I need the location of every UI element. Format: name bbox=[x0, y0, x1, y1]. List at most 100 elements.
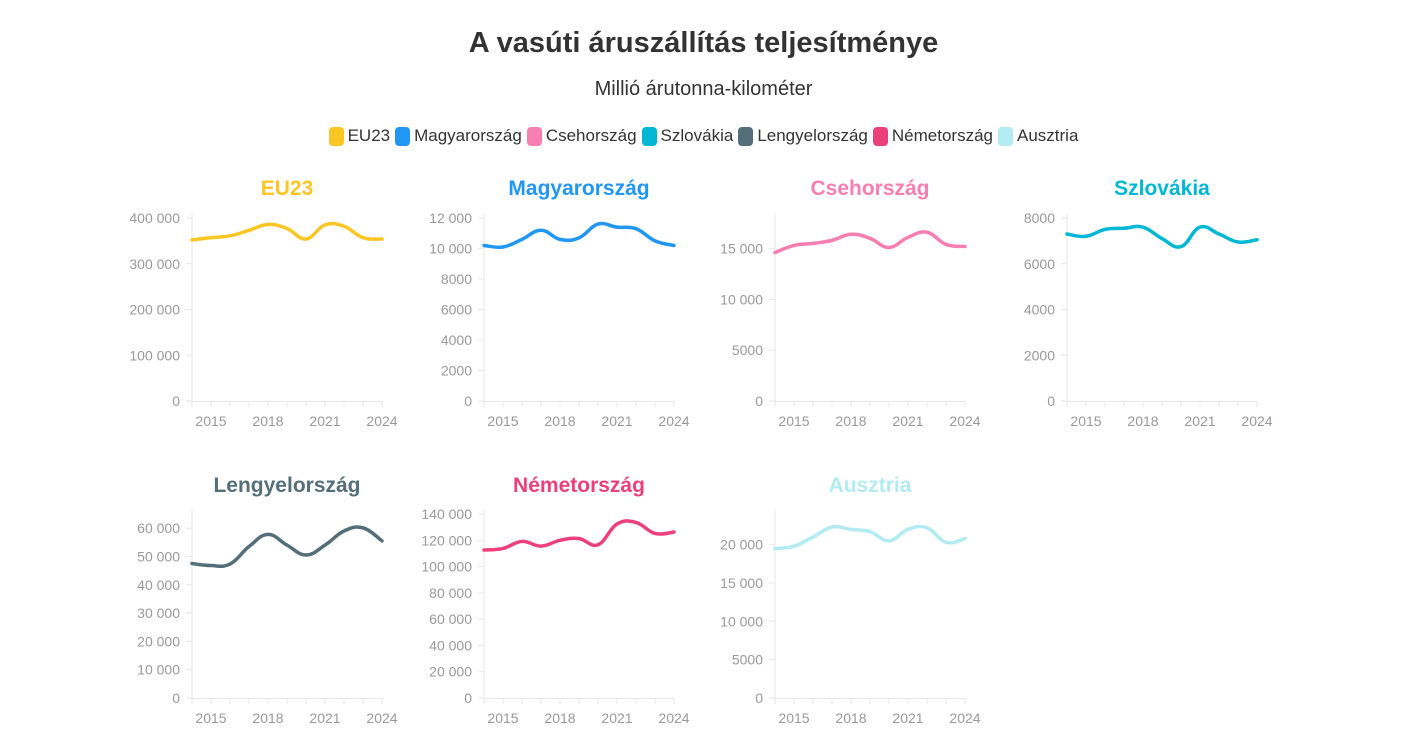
legend-swatch bbox=[738, 126, 754, 146]
x-tick-label: 2018 bbox=[252, 413, 283, 429]
y-tick-label: 4000 bbox=[441, 332, 472, 348]
y-tick-label: 120 000 bbox=[421, 532, 472, 548]
legend-label: Szlovákia bbox=[660, 126, 734, 145]
x-tick-label: 2021 bbox=[309, 413, 340, 429]
y-tick-label: 20 000 bbox=[429, 664, 472, 680]
panel-title: Csehország bbox=[810, 177, 929, 200]
legend-label: Magyarország bbox=[414, 126, 522, 145]
x-tick-label: 2015 bbox=[1070, 413, 1101, 429]
y-tick-label: 20 000 bbox=[137, 633, 180, 649]
legend-label: EU23 bbox=[347, 126, 391, 145]
y-tick-label: 100 000 bbox=[421, 559, 472, 575]
legend-item-2[interactable]: Csehország bbox=[526, 126, 637, 146]
y-tick-label: 0 bbox=[755, 690, 763, 706]
legend-label: Németország bbox=[891, 126, 993, 145]
legend-label: Lengyelország bbox=[757, 126, 868, 145]
y-tick-label: 50 000 bbox=[137, 548, 180, 564]
x-tick-label: 2021 bbox=[309, 710, 340, 726]
chart-panel-6: Ausztria 0 5000 10 000 15 000 20 000 2015 2018 2… bbox=[720, 474, 981, 726]
x-tick-label: 2024 bbox=[949, 413, 980, 429]
x-tick-label: 2024 bbox=[658, 413, 689, 429]
panel-title: Magyarország bbox=[508, 177, 649, 200]
legend-label: Ausztria bbox=[1017, 126, 1079, 145]
x-tick-label: 2015 bbox=[195, 413, 226, 429]
x-tick-label: 2021 bbox=[892, 710, 923, 726]
y-tick-label: 0 bbox=[464, 690, 472, 706]
series-line[interactable] bbox=[773, 524, 967, 551]
x-tick-label: 2018 bbox=[252, 710, 283, 726]
x-tick-label: 2021 bbox=[601, 710, 632, 726]
panel-title: Németország bbox=[513, 474, 645, 497]
legend-swatch bbox=[395, 126, 411, 146]
page-title: A vasúti áruszállítás teljesítménye bbox=[468, 27, 939, 59]
series-line[interactable] bbox=[773, 230, 967, 255]
y-tick-label: 140 000 bbox=[421, 506, 472, 522]
panel-title: Ausztria bbox=[829, 474, 912, 497]
x-tick-label: 2015 bbox=[487, 710, 518, 726]
series-line[interactable] bbox=[190, 525, 384, 569]
series-line[interactable] bbox=[482, 519, 676, 552]
legend-swatch bbox=[641, 126, 657, 146]
y-tick-label: 20 000 bbox=[720, 537, 763, 553]
y-tick-label: 8000 bbox=[1024, 210, 1055, 226]
y-tick-label: 6000 bbox=[1024, 256, 1055, 272]
x-tick-label: 2021 bbox=[601, 413, 632, 429]
legend-item-3[interactable]: Szlovákia bbox=[641, 126, 734, 146]
x-tick-label: 2015 bbox=[778, 413, 809, 429]
series-line[interactable] bbox=[1065, 224, 1259, 249]
x-tick-label: 2018 bbox=[835, 710, 866, 726]
y-tick-label: 6000 bbox=[441, 302, 472, 318]
legend: EU23 Magyarország Csehország Szlovákia Lengy… bbox=[0, 126, 1407, 146]
page-subtitle: Millió árutonna-kilométer bbox=[594, 78, 813, 100]
y-tick-label: 40 000 bbox=[429, 637, 472, 653]
y-tick-label: 2000 bbox=[1024, 347, 1055, 363]
y-tick-label: 10 000 bbox=[720, 613, 763, 629]
x-tick-label: 2024 bbox=[366, 413, 397, 429]
y-tick-label: 15 000 bbox=[720, 241, 763, 257]
y-tick-label: 0 bbox=[172, 690, 180, 706]
x-tick-label: 2018 bbox=[835, 413, 866, 429]
legend-item-5[interactable]: Németország bbox=[872, 126, 993, 146]
legend-item-6[interactable]: Ausztria bbox=[998, 126, 1078, 146]
y-tick-label: 30 000 bbox=[137, 605, 180, 621]
y-tick-label: 100 000 bbox=[129, 347, 180, 363]
panel-title: EU23 bbox=[261, 177, 314, 200]
x-tick-label: 2018 bbox=[544, 413, 575, 429]
x-tick-label: 2024 bbox=[1241, 413, 1272, 429]
series-line[interactable] bbox=[190, 221, 384, 242]
chart-panel-1: Magyarország 0 2000 4000 6000 8000 10 000 12 00… bbox=[429, 177, 690, 429]
y-tick-label: 40 000 bbox=[137, 577, 180, 593]
chart-panel-5: Németország 0 20 000 40 000 60 000 80 000 100 … bbox=[421, 474, 689, 726]
y-tick-label: 4000 bbox=[1024, 302, 1055, 318]
y-tick-label: 400 000 bbox=[129, 210, 180, 226]
y-tick-label: 5000 bbox=[732, 652, 763, 668]
x-tick-label: 2021 bbox=[892, 413, 923, 429]
y-tick-label: 8000 bbox=[441, 271, 472, 287]
y-tick-label: 60 000 bbox=[137, 520, 180, 536]
y-tick-label: 0 bbox=[755, 393, 763, 409]
x-tick-label: 2024 bbox=[658, 710, 689, 726]
chart-panel-3: Szlovákia 0 2000 4000 6000 8000 2015 2018 2021 20… bbox=[1024, 177, 1273, 429]
x-tick-label: 2024 bbox=[366, 710, 397, 726]
chart-panel-2: Csehország 0 5000 10 000 15 000 2015 2018 2021 2… bbox=[720, 177, 981, 429]
y-tick-label: 2000 bbox=[441, 363, 472, 379]
series-line[interactable] bbox=[482, 221, 676, 250]
y-tick-label: 80 000 bbox=[429, 585, 472, 601]
y-tick-label: 10 000 bbox=[720, 291, 763, 307]
legend-item-1[interactable]: Magyarország bbox=[395, 126, 522, 146]
y-tick-label: 300 000 bbox=[129, 256, 180, 272]
chart-panel-4: Lengyelország 0 10 000 20 000 30 000 40 000 50… bbox=[137, 474, 398, 726]
legend-item-0[interactable]: EU23 bbox=[328, 126, 391, 146]
y-tick-label: 5000 bbox=[732, 342, 763, 358]
y-tick-label: 60 000 bbox=[429, 611, 472, 627]
x-tick-label: 2018 bbox=[544, 710, 575, 726]
y-tick-label: 0 bbox=[172, 393, 180, 409]
y-tick-label: 12 000 bbox=[429, 210, 472, 226]
legend-swatch bbox=[872, 126, 888, 146]
legend-label: Csehország bbox=[545, 126, 637, 145]
x-tick-label: 2024 bbox=[949, 710, 980, 726]
y-tick-label: 200 000 bbox=[129, 302, 180, 318]
x-tick-label: 2018 bbox=[1127, 413, 1158, 429]
legend-item-4[interactable]: Lengyelország bbox=[738, 126, 868, 146]
